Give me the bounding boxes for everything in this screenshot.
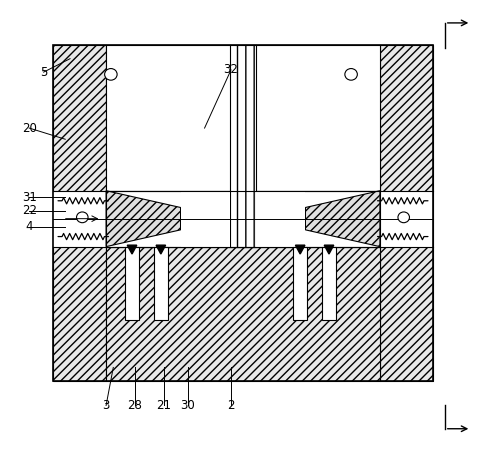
Text: 22: 22 <box>22 204 37 217</box>
Bar <box>125 246 139 320</box>
Text: 3: 3 <box>103 399 110 412</box>
Text: 31: 31 <box>22 191 36 204</box>
Polygon shape <box>127 245 137 254</box>
Text: 5: 5 <box>40 66 47 79</box>
Circle shape <box>398 212 410 223</box>
Bar <box>322 246 336 320</box>
Bar <box>380 191 433 246</box>
Bar <box>53 45 106 381</box>
Text: 30: 30 <box>180 399 195 412</box>
Polygon shape <box>324 245 334 254</box>
Text: 32: 32 <box>224 63 239 77</box>
Bar <box>53 191 106 246</box>
Bar <box>106 191 380 246</box>
Polygon shape <box>156 245 166 254</box>
Text: 28: 28 <box>127 399 142 412</box>
Bar <box>180 191 230 246</box>
Bar <box>106 45 380 191</box>
Bar <box>154 246 168 320</box>
Text: 20: 20 <box>22 121 36 135</box>
Text: 2: 2 <box>227 399 235 412</box>
Bar <box>256 191 306 246</box>
Polygon shape <box>295 245 305 254</box>
Polygon shape <box>306 191 380 246</box>
Circle shape <box>345 68 357 80</box>
Bar <box>106 246 380 381</box>
Text: 4: 4 <box>25 220 33 233</box>
Bar <box>380 45 433 381</box>
Circle shape <box>104 68 117 80</box>
Polygon shape <box>106 191 180 246</box>
Circle shape <box>76 212 88 223</box>
Text: 21: 21 <box>156 399 171 412</box>
Bar <box>53 45 433 381</box>
Bar <box>294 246 307 320</box>
Bar <box>230 45 256 246</box>
